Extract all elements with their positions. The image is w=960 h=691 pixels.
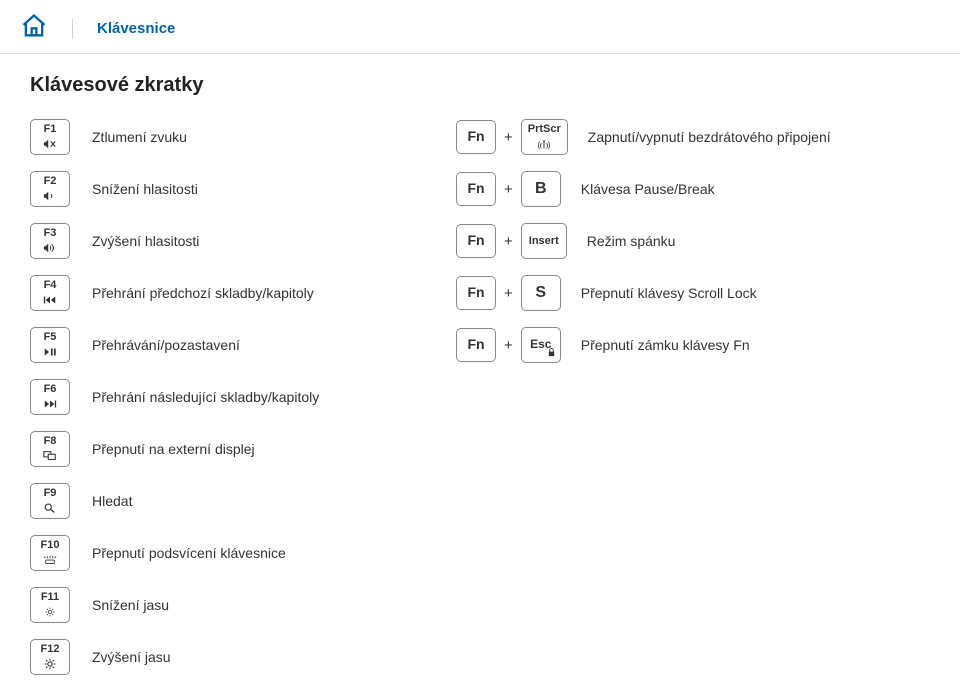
key-f12: F12 bbox=[30, 639, 70, 675]
shortcut-desc: Klávesa Pause/Break bbox=[581, 181, 715, 197]
key-fn: Fn bbox=[456, 172, 496, 206]
plus-icon: + bbox=[504, 181, 513, 198]
shortcut-row: F8 Přepnutí na externí displej bbox=[30, 431, 420, 467]
brightness-down-icon bbox=[43, 605, 57, 619]
shortcut-desc: Přepnutí na externí displej bbox=[92, 441, 255, 457]
key-f9: F9 bbox=[30, 483, 70, 519]
shortcut-desc: Přehrání předchozí skladby/kapitoly bbox=[92, 285, 314, 301]
key-fn: Fn bbox=[456, 224, 496, 258]
shortcut-row: F1 Ztlumení zvuku bbox=[30, 119, 420, 155]
key-b: B bbox=[521, 171, 561, 207]
search-icon bbox=[43, 501, 57, 515]
section-title: Klávesové zkratky bbox=[30, 74, 930, 97]
shortcut-desc: Snížení jasu bbox=[92, 597, 169, 613]
mute-icon bbox=[43, 137, 57, 151]
shortcut-desc: Hledat bbox=[92, 493, 132, 509]
shortcut-row: F2 Snížení hlasitosti bbox=[30, 171, 420, 207]
key-fn: Fn bbox=[456, 328, 496, 362]
shortcut-row: F10 Přepnutí podsvícení klávesnice bbox=[30, 535, 420, 571]
shortcut-desc: Zvýšení hlasitosti bbox=[92, 233, 199, 249]
shortcut-row: Fn + PrtScr Zapnutí/vypnutí bezdrátového… bbox=[456, 119, 930, 155]
plus-icon: + bbox=[504, 285, 513, 302]
key-f4: F4 bbox=[30, 275, 70, 311]
shortcut-desc: Přepnutí zámku klávesy Fn bbox=[581, 337, 750, 353]
shortcut-row: Fn + Esc Přepnutí zámku klávesy Fn bbox=[456, 327, 930, 363]
volume-up-icon bbox=[43, 241, 57, 255]
divider bbox=[72, 19, 73, 39]
shortcut-desc: Přepnutí podsvícení klávesnice bbox=[92, 545, 286, 561]
header: Klávesnice bbox=[0, 0, 960, 53]
play-pause-icon bbox=[43, 345, 57, 359]
key-f5: F5 bbox=[30, 327, 70, 363]
key-f2: F2 bbox=[30, 171, 70, 207]
shortcuts-right: Fn + PrtScr Zapnutí/vypnutí bezdrátového… bbox=[456, 119, 930, 691]
content: Klávesové zkratky F1 Ztlumení zvuku F2 bbox=[0, 74, 960, 691]
key-esc: Esc bbox=[521, 327, 561, 363]
shortcut-row: Fn + S Přepnutí klávesy Scroll Lock bbox=[456, 275, 930, 311]
shortcut-desc: Zapnutí/vypnutí bezdrátového připojení bbox=[588, 129, 831, 145]
key-fn: Fn bbox=[456, 276, 496, 310]
key-insert: Insert bbox=[521, 223, 567, 259]
key-f10: F10 bbox=[30, 535, 70, 571]
plus-icon: + bbox=[504, 337, 513, 354]
plus-icon: + bbox=[504, 233, 513, 250]
next-track-icon bbox=[43, 397, 57, 411]
lock-icon bbox=[547, 347, 556, 360]
shortcut-row: F9 Hledat bbox=[30, 483, 420, 519]
key-f3: F3 bbox=[30, 223, 70, 259]
wireless-icon bbox=[537, 137, 551, 151]
key-f1: F1 bbox=[30, 119, 70, 155]
shortcut-row: F4 Přehrání předchozí skladby/kapitoly bbox=[30, 275, 420, 311]
prev-track-icon bbox=[43, 293, 57, 307]
key-f6: F6 bbox=[30, 379, 70, 415]
home-icon[interactable] bbox=[20, 12, 48, 45]
external-display-icon bbox=[43, 449, 57, 463]
key-f8: F8 bbox=[30, 431, 70, 467]
shortcut-row: F5 Přehrávání/pozastavení bbox=[30, 327, 420, 363]
shortcut-row: F3 Zvýšení hlasitosti bbox=[30, 223, 420, 259]
brightness-up-icon bbox=[43, 657, 57, 671]
key-prtscr: PrtScr bbox=[521, 119, 568, 155]
shortcut-row: Fn + B Klávesa Pause/Break bbox=[456, 171, 930, 207]
keyboard-backlight-icon bbox=[43, 553, 57, 567]
shortcut-desc: Snížení hlasitosti bbox=[92, 181, 198, 197]
volume-down-icon bbox=[43, 189, 57, 203]
breadcrumb[interactable]: Klávesnice bbox=[97, 20, 175, 37]
shortcut-desc: Přehrání následující skladby/kapitoly bbox=[92, 389, 319, 405]
shortcut-row: Fn + Insert Režim spánku bbox=[456, 223, 930, 259]
key-fn: Fn bbox=[456, 120, 496, 154]
shortcut-desc: Ztlumení zvuku bbox=[92, 129, 187, 145]
key-f11: F11 bbox=[30, 587, 70, 623]
shortcut-row: F11 Snížení jasu bbox=[30, 587, 420, 623]
horizontal-rule bbox=[0, 53, 960, 54]
plus-icon: + bbox=[504, 129, 513, 146]
key-s: S bbox=[521, 275, 561, 311]
shortcut-desc: Přepnutí klávesy Scroll Lock bbox=[581, 285, 757, 301]
shortcut-row: F6 Přehrání následující skladby/kapitoly bbox=[30, 379, 420, 415]
shortcut-desc: Přehrávání/pozastavení bbox=[92, 337, 240, 353]
shortcuts-left: F1 Ztlumení zvuku F2 Snížení hlasitosti bbox=[30, 119, 420, 691]
shortcut-desc: Režim spánku bbox=[587, 233, 676, 249]
shortcut-row: F12 Zvýšení jasu bbox=[30, 639, 420, 675]
shortcut-desc: Zvýšení jasu bbox=[92, 649, 171, 665]
